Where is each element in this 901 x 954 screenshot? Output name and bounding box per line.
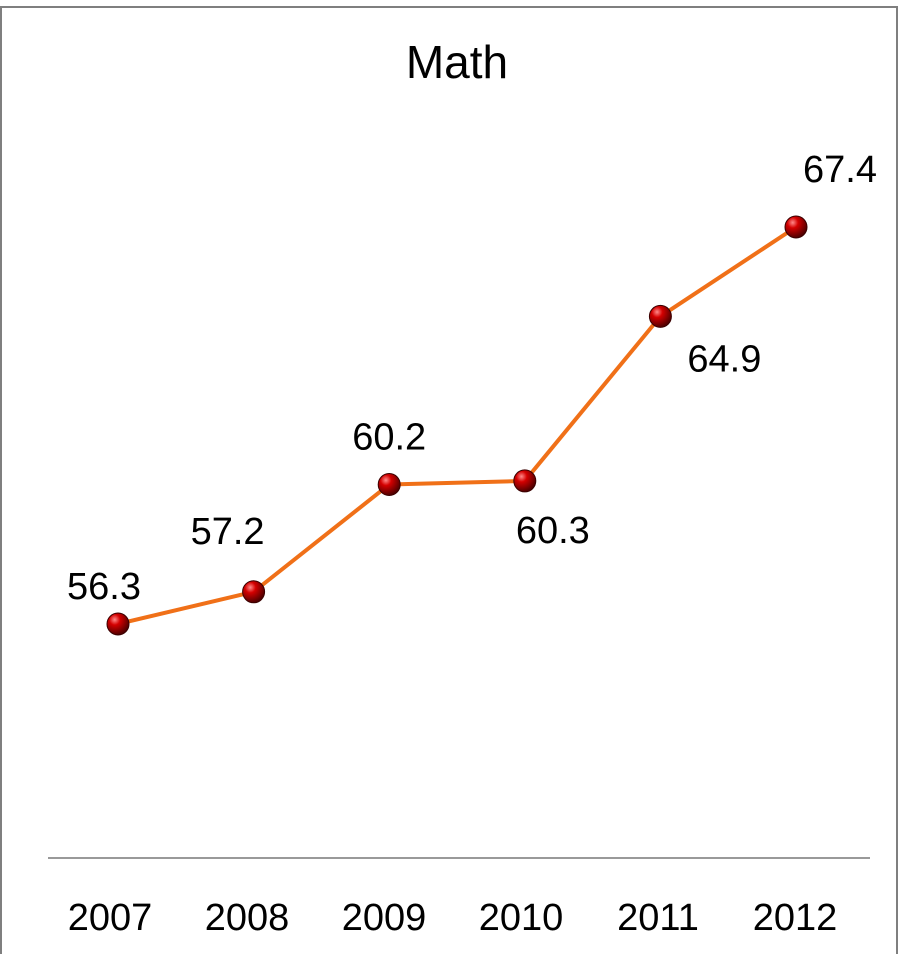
data-label-2008: 57.2 <box>191 511 265 553</box>
data-label-2012: 67.4 <box>803 149 877 191</box>
series-line <box>117 225 798 626</box>
x-tick-label-2011: 2011 <box>617 897 699 939</box>
x-tick-label-2009: 2009 <box>342 897 427 939</box>
x-tick-label-2008: 2008 <box>205 897 290 939</box>
x-tick-label-2007: 2007 <box>68 897 153 939</box>
data-label-2010: 60.3 <box>516 510 590 552</box>
chart-border <box>0 6 898 954</box>
data-point-2011 <box>648 304 672 328</box>
x-tick-labels: 2007 2008 2009 2010 2011 2012 <box>68 897 838 939</box>
data-point-2008 <box>242 580 266 604</box>
data-markers <box>106 215 808 636</box>
x-tick-label-2010: 2010 <box>479 897 564 939</box>
chart-title: Math <box>406 36 508 88</box>
data-point-2012 <box>784 215 808 239</box>
data-label-2007: 56.3 <box>67 566 141 608</box>
x-tick-label-2012: 2012 <box>753 897 838 939</box>
data-label-2009: 60.2 <box>352 417 426 459</box>
data-labels: 56.3 57.2 60.2 60.3 64.9 67.4 <box>67 149 877 608</box>
data-label-2011: 64.9 <box>687 338 761 380</box>
data-point-2009 <box>377 473 401 497</box>
data-point-2010 <box>513 469 537 493</box>
data-point-2007 <box>106 612 130 636</box>
